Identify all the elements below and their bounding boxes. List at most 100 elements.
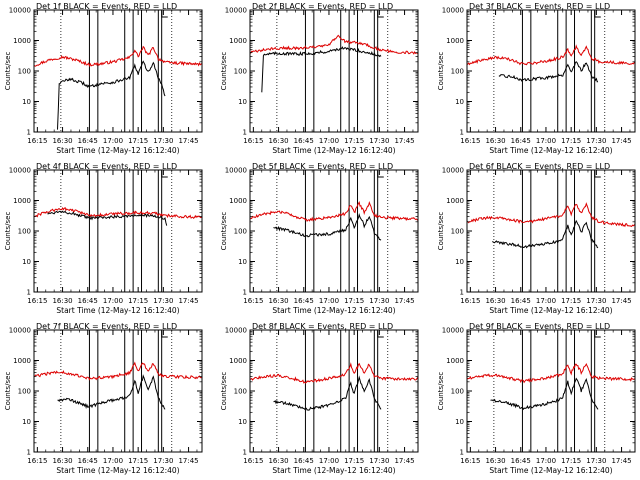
x-tick-label: 17:15 [344,457,364,465]
y-tick-label: 100 [451,388,464,396]
x-tick-label: 17:00 [319,457,339,465]
panel-title: Det 7f BLACK = Events, RED = LLD [36,322,177,331]
plot-frame [466,9,636,133]
y-tick-label: 10 [22,98,31,106]
x-tick-label: 17:00 [103,297,123,305]
y-tick-label: 10 [22,258,31,266]
lld-series-line [466,44,636,66]
lld-series-line [249,362,419,384]
events-series-line [498,61,599,83]
y-tick-label: 1000 [229,357,247,365]
x-tick-label: 17:45 [394,137,414,145]
bracket-marker [161,11,168,18]
y-tick-label: 1 [243,289,247,297]
events-series-line [490,377,599,411]
x-tick-label: 17:30 [153,297,173,305]
y-axis-label: Counts/sec [220,212,228,251]
y-tick-label: 1000 [13,197,31,205]
x-tick-label: 16:45 [294,137,314,145]
x-tick-label: 17:00 [536,297,556,305]
panel-title: Det 4f BLACK = Events, RED = LLD [36,162,177,171]
y-tick-label: 10 [455,98,464,106]
y-axis-label: Counts/sec [4,372,12,411]
y-tick-label: 100 [18,388,31,396]
y-tick-label: 1000 [229,37,247,45]
y-tick-label: 10 [238,98,247,106]
y-tick-label: 1 [27,129,31,137]
x-tick-label: 16:30 [268,457,288,465]
y-tick-label: 10 [238,418,247,426]
events-series-line [261,46,382,93]
chart-panel-4: 1 10 100 1000 10000 16:15 16:30 16:45 17:00 17:15… [4,162,203,315]
x-tick-label: 16:15 [243,457,263,465]
bracket-marker [377,331,384,338]
x-tick-label: 17:30 [586,457,606,465]
y-tick-label: 10000 [225,327,247,335]
x-tick-label: 17:45 [178,457,198,465]
y-tick-label: 10000 [9,7,31,15]
events-series-line [47,210,168,226]
x-tick-label: 16:30 [268,297,288,305]
x-tick-label: 17:45 [611,457,631,465]
x-tick-label: 17:45 [394,457,414,465]
y-tick-label: 10000 [225,167,247,175]
panel-title: Det 2f BLACK = Events, RED = LLD [252,2,393,11]
x-tick-label: 16:45 [511,137,531,145]
x-tick-label: 17:30 [369,457,389,465]
x-tick-label: 17:15 [128,297,148,305]
y-tick-label: 10 [238,258,247,266]
plot-frame [249,329,419,453]
x-tick-label: 17:45 [611,297,631,305]
bracket-marker [377,171,384,178]
bracket-marker [594,11,601,18]
x-axis-label: Start Time (12-May-12 16:12:40) [489,146,612,155]
lld-series-line [466,363,636,384]
x-tick-label: 17:30 [153,137,173,145]
lld-series-line [33,206,203,220]
bracket-marker [594,331,601,338]
panel-title: Det 8f BLACK = Events, RED = LLD [252,322,393,331]
x-tick-label: 16:45 [511,297,531,305]
x-axis-label: Start Time (12-May-12 16:12:40) [272,466,395,475]
x-tick-label: 16:45 [294,457,314,465]
x-tick-label: 17:45 [178,297,198,305]
x-tick-label: 17:15 [344,137,364,145]
y-tick-label: 1000 [446,37,464,45]
y-tick-label: 1000 [13,357,31,365]
x-tick-label: 17:15 [561,457,581,465]
y-tick-label: 10000 [442,167,464,175]
y-axis-label: Counts/sec [4,52,12,91]
x-tick-label: 17:15 [561,297,581,305]
x-tick-label: 16:15 [460,457,480,465]
x-tick-label: 17:30 [369,297,389,305]
y-tick-label: 10000 [225,7,247,15]
lld-series-line [33,45,203,68]
y-tick-label: 1 [243,449,247,457]
x-tick-label: 16:30 [52,457,72,465]
y-tick-label: 100 [451,68,464,76]
x-axis-label: Start Time (12-May-12 16:12:40) [56,146,179,155]
y-tick-label: 100 [234,228,247,236]
plot-frame [33,9,203,133]
x-tick-label: 16:30 [485,297,505,305]
chart-panel-7: 1 10 100 1000 10000 16:15 16:30 16:45 17:00 17:15… [4,322,203,475]
lld-series-line [250,200,419,223]
x-tick-label: 16:30 [485,137,505,145]
y-tick-label: 1 [460,129,464,137]
chart-panel-6: 1 10 100 1000 10000 16:15 16:30 16:45 17:00 17:15… [437,162,636,315]
bracket-marker [161,171,168,178]
y-tick-label: 10000 [9,327,31,335]
x-axis-label: Start Time (12-May-12 16:12:40) [272,146,395,155]
x-tick-label: 16:30 [485,457,505,465]
y-tick-label: 10000 [442,327,464,335]
y-tick-label: 1 [27,289,31,297]
y-axis-label: Counts/sec [220,372,228,411]
x-tick-label: 17:30 [586,137,606,145]
y-tick-label: 100 [451,228,464,236]
plot-frame [466,329,636,453]
lld-series-line [33,361,203,381]
x-tick-label: 17:30 [153,457,173,465]
x-tick-label: 17:15 [128,457,148,465]
bracket-marker [594,171,601,178]
x-tick-label: 16:15 [243,297,263,305]
